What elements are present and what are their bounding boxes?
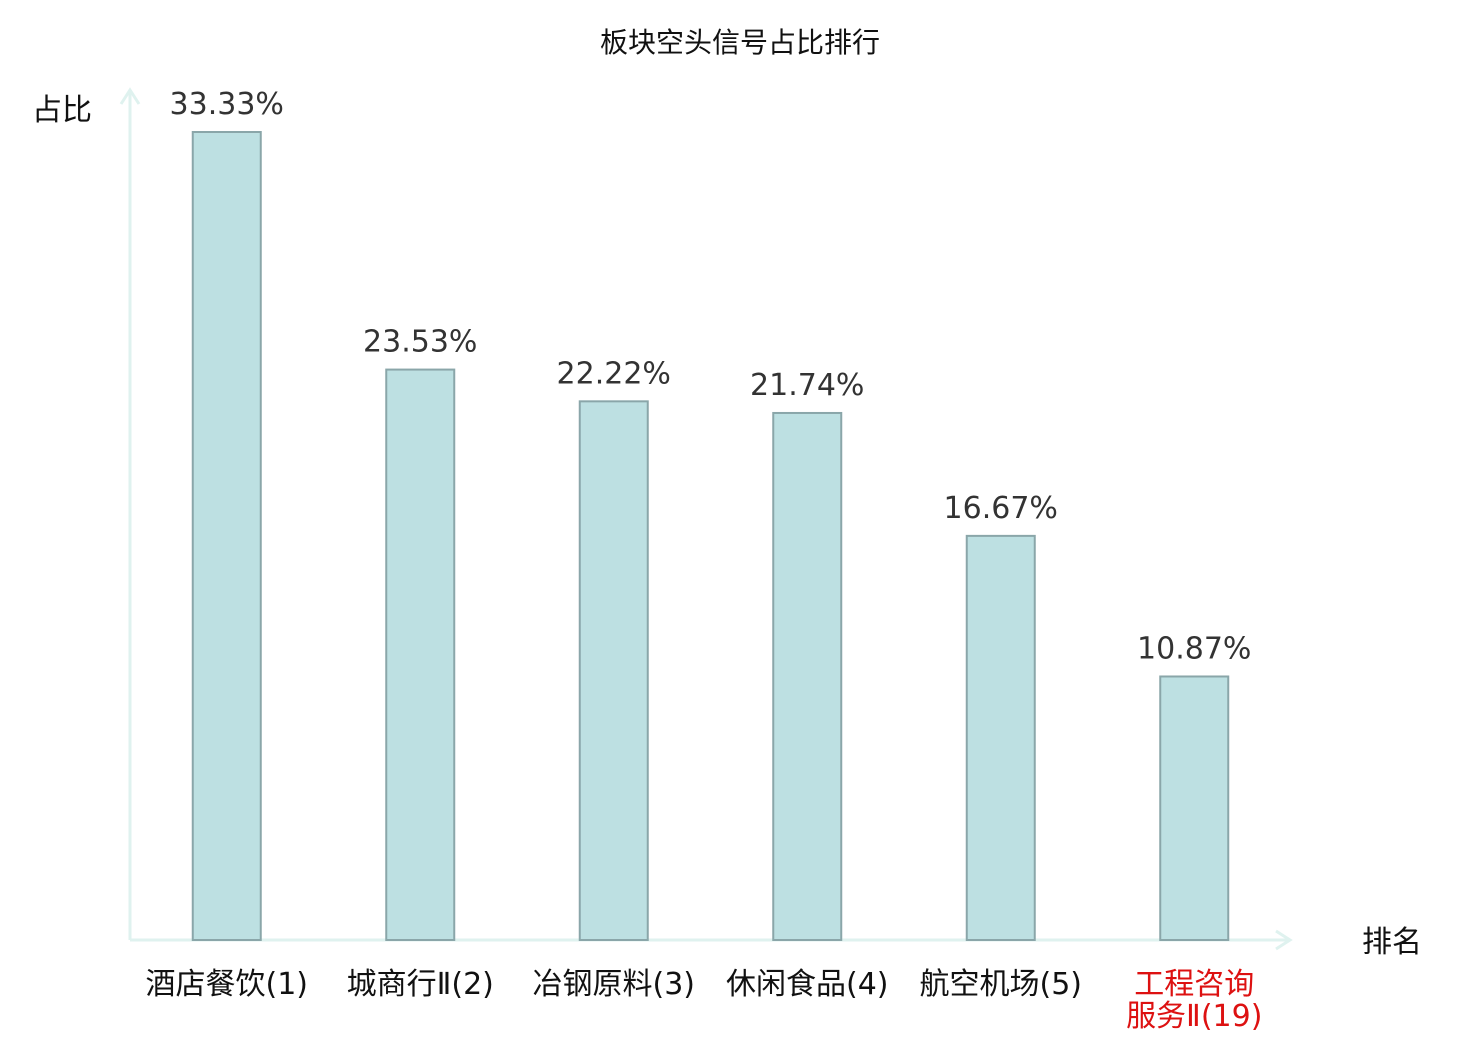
y-axis-label: 占比 [32, 93, 92, 128]
bar [965, 534, 1036, 941]
value-labels-group: 33.33% 23.53% 22.22% 21.74% 16.67% 10.87% [170, 87, 1252, 666]
category-label: 休闲食品(4) [726, 967, 889, 1002]
bar-value-label: 23.53% [363, 325, 477, 360]
bar [772, 411, 843, 941]
bar [1159, 675, 1230, 941]
category-label: 冶钢原料(3) [533, 967, 696, 1002]
bar-value-label: 10.87% [1137, 631, 1251, 666]
bar-value-label: 22.22% [557, 356, 671, 391]
bar-value-label: 16.67% [944, 491, 1058, 526]
category-label: 酒店餐饮(1) [146, 967, 309, 1002]
chart-title: 板块空头信号占比排行 [600, 26, 880, 59]
bar [385, 368, 456, 941]
category-label: 服务Ⅱ(19) [1126, 999, 1262, 1034]
category-labels-group: 酒店餐饮(1) 城商行Ⅱ(2) 冶钢原料(3) 休闲食品(4) 航空机场(5) 工程咨询服… [146, 967, 1263, 1034]
category-label: 工程咨询 [1134, 967, 1254, 1002]
bars-group [191, 131, 1230, 942]
category-label: 城商行Ⅱ(2) [347, 967, 494, 1002]
x-axis-label: 排名 [1362, 925, 1422, 960]
axes [119, 87, 1293, 951]
bar-value-label: 33.33% [170, 87, 284, 122]
bar [578, 400, 649, 942]
x-axis-arrow [1275, 929, 1293, 951]
bar-value-label: 21.74% [750, 368, 864, 403]
y-axis-arrow [119, 87, 141, 105]
category-label: 航空机场(5) [920, 967, 1083, 1002]
bar [191, 131, 262, 941]
